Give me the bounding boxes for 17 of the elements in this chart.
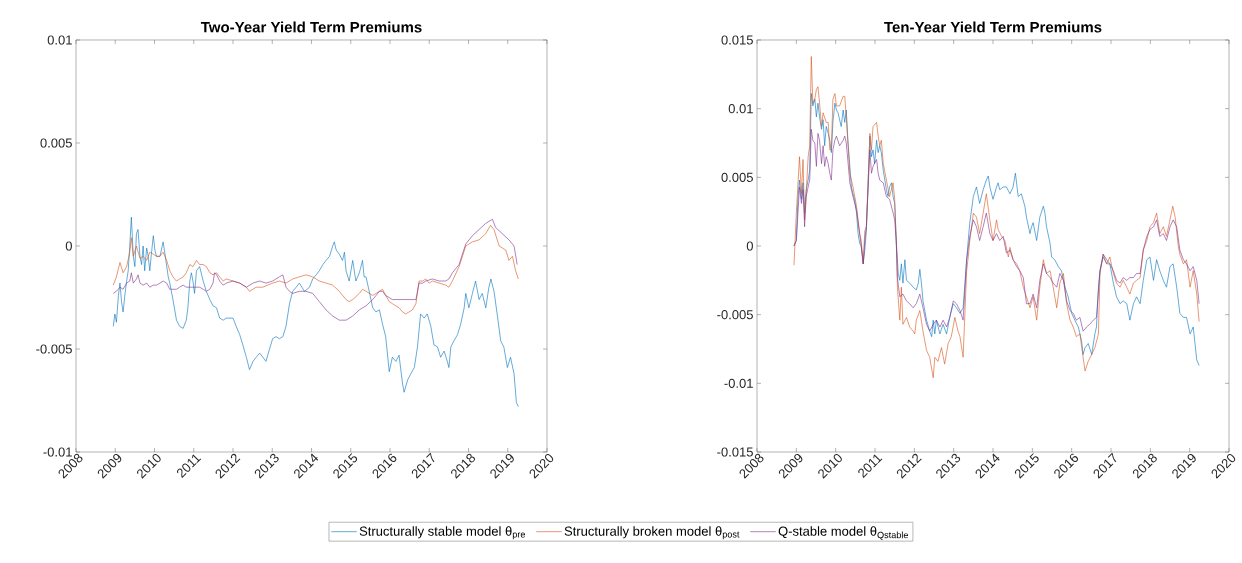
line-series xyxy=(793,56,1200,379)
legend-label: Structurally stable model θ$_{pre}$ xyxy=(359,526,526,540)
y-tick-label: 0.005 xyxy=(721,172,753,182)
y-tick-label: 0.015 xyxy=(721,35,753,45)
y-tick-label: -0.005 xyxy=(36,344,72,354)
legend-label: Structurally broken model θ$_{post}$ xyxy=(564,526,740,540)
chart-title: Two-Year Yield Term Premiums xyxy=(200,21,422,33)
legend-label: Q-stable model θ$_{Qstable}$ xyxy=(778,526,909,540)
y-tick-label: -0.005 xyxy=(717,310,753,320)
y-tick-label: 0.01 xyxy=(728,104,753,114)
y-tick-label: 0.005 xyxy=(40,138,72,148)
y-tick-label: -0.01 xyxy=(724,378,753,388)
y-tick-label: 0.01 xyxy=(47,35,72,45)
y-tick-label: 0 xyxy=(65,241,72,251)
line-series xyxy=(793,128,1200,332)
y-tick-label: 0 xyxy=(746,241,753,251)
chart-title: Ten-Year Yield Term Premiums xyxy=(884,21,1102,33)
